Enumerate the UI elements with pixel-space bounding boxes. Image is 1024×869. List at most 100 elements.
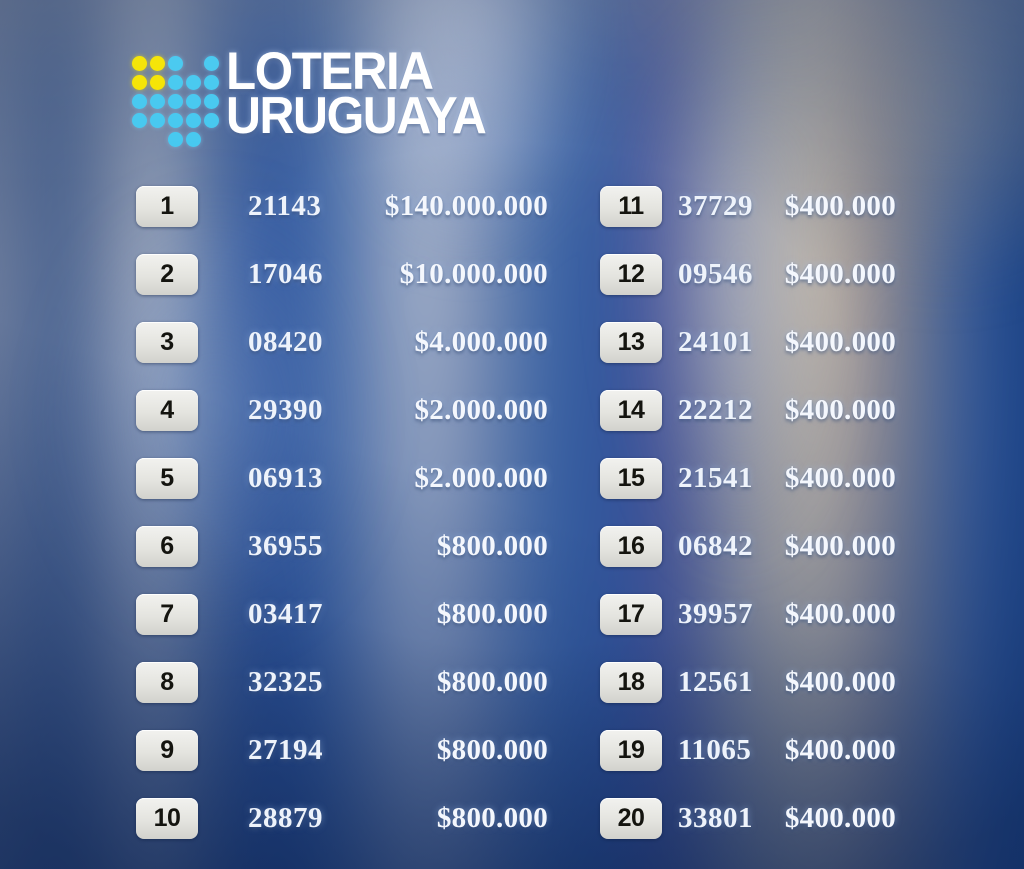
ticket-number: 17046 (248, 257, 323, 290)
prize-amount: $400.000 (784, 733, 896, 766)
rank-badge: 11 (600, 185, 662, 227)
rank-badge: 5 (136, 457, 198, 499)
logo-dot-r5-c3-icon (167, 132, 183, 147)
rank-badge: 9 (136, 729, 198, 771)
ticket-number: 39957 (678, 597, 753, 630)
ticket-number: 28879 (248, 801, 323, 834)
ticket-number: 03417 (248, 597, 323, 630)
logo-dot-r2-c3-icon (167, 75, 183, 90)
prize-amount: $140.000.000 (384, 189, 548, 222)
result-row: 6 36955 $800.000 (136, 512, 548, 580)
result-row: 14 22212 $400.000 (600, 376, 896, 444)
rank-badge: 17 (600, 593, 662, 635)
logo-dot-r1-c5-icon (203, 56, 219, 71)
logo-dot-r3-c2-icon (149, 94, 165, 109)
logo-dot-r4-c1-icon (131, 113, 147, 128)
result-row: 1 21143 $140.000.000 (136, 172, 548, 240)
rank-badge: 3 (136, 321, 198, 363)
ticket-number: 06842 (678, 529, 753, 562)
results-column-left: 1 21143 $140.000.000 2 17046 $10.000.000 3 0842… (136, 172, 548, 852)
loteria-uruguaya-logo: LOTERIA URUGUAYA (130, 42, 505, 149)
prize-amount: $400.000 (784, 393, 896, 426)
ticket-number: 09546 (678, 257, 753, 290)
ticket-number: 36955 (248, 529, 323, 562)
result-row: 8 32325 $800.000 (136, 648, 548, 716)
result-row: 3 08420 $4.000.000 (136, 308, 548, 376)
prize-amount: $10.000.000 (399, 257, 548, 290)
rank-badge: 13 (600, 321, 662, 363)
result-row: 20 33801 $400.000 (600, 784, 896, 852)
logo-dot-r2-c1-icon (131, 75, 147, 90)
ticket-number: 32325 (248, 665, 323, 698)
rank-badge: 15 (600, 457, 662, 499)
prize-amount: $800.000 (436, 529, 548, 562)
ticket-number: 12561 (678, 665, 753, 698)
logo-dot-r2-c4-icon (185, 75, 201, 90)
rank-badge: 14 (600, 389, 662, 431)
result-row: 2 17046 $10.000.000 (136, 240, 548, 308)
ticket-number: 29390 (248, 393, 323, 426)
ticket-number: 27194 (248, 733, 323, 766)
prize-amount: $2.000.000 (414, 393, 548, 426)
ticket-number: 06913 (248, 461, 323, 494)
logo-dot-r3-c5-icon (203, 94, 219, 109)
logo-dot-r5-c1-icon (132, 132, 147, 147)
result-row: 12 09546 $400.000 (600, 240, 896, 308)
logo-dot-r3-c4-icon (185, 94, 201, 109)
ticket-number: 22212 (678, 393, 753, 426)
logo-dot-r1-c1-icon (131, 56, 147, 71)
ticket-number: 11065 (678, 733, 752, 766)
result-row: 11 37729 $400.000 (600, 172, 896, 240)
logo-dot-r3-c1-icon (131, 94, 147, 109)
logo-line-uruguaya: URUGUAYA (226, 87, 487, 146)
ticket-number: 21541 (678, 461, 753, 494)
rank-badge: 8 (136, 661, 198, 703)
prize-amount: $800.000 (436, 801, 548, 834)
prize-amount: $400.000 (784, 665, 896, 698)
logo-line-loteria: LOTERIA (226, 42, 434, 101)
prize-amount: $800.000 (436, 665, 548, 698)
ticket-number: 33801 (678, 801, 753, 834)
rank-badge: 2 (136, 253, 198, 295)
logo-dot-r4-c4-icon (185, 113, 201, 128)
logo-dot-r4-c2-icon (149, 113, 165, 128)
logo-dot-r4-c5-icon (203, 113, 219, 128)
result-row: 7 03417 $800.000 (136, 580, 548, 648)
prize-amount: $800.000 (436, 733, 548, 766)
result-row: 5 06913 $2.000.000 (136, 444, 548, 512)
rank-badge: 19 (600, 729, 662, 771)
ticket-number: 08420 (248, 325, 323, 358)
rank-badge: 6 (136, 525, 198, 567)
prize-amount: $2.000.000 (414, 461, 548, 494)
prize-amount: $400.000 (784, 189, 896, 222)
prize-amount: $800.000 (436, 597, 548, 630)
prize-amount: $400.000 (784, 801, 896, 834)
logo-dot-r2-c5-icon (203, 75, 219, 90)
logo-dot-r5-c5-icon (204, 132, 219, 147)
rank-badge: 12 (600, 253, 662, 295)
result-row: 17 39957 $400.000 (600, 580, 896, 648)
result-row: 10 28879 $800.000 (136, 784, 548, 852)
ticket-number: 24101 (678, 325, 753, 358)
rank-badge: 1 (136, 185, 198, 227)
logo-dot-r4-c3-icon (167, 113, 183, 128)
rank-badge: 10 (136, 797, 198, 839)
result-row: 4 29390 $2.000.000 (136, 376, 548, 444)
rank-badge: 16 (600, 525, 662, 567)
logo-wordmark: LOTERIA URUGUAYA (226, 42, 505, 146)
logo-dot-r1-c4-icon (186, 56, 201, 71)
rank-badge: 18 (600, 661, 662, 703)
rank-badge: 4 (136, 389, 198, 431)
logo-dot-r2-c2-icon (149, 75, 165, 90)
rank-badge: 20 (600, 797, 662, 839)
result-row: 19 11065 $400.000 (600, 716, 896, 784)
logo-dot-r1-c3-icon (167, 56, 183, 71)
logo-dot-r1-c2-icon (149, 56, 165, 71)
logo-dot-matrix-icon (130, 54, 222, 149)
logo-dot-r5-c4-icon (185, 132, 201, 147)
prize-amount: $400.000 (784, 597, 896, 630)
result-row: 16 06842 $400.000 (600, 512, 896, 580)
rank-badge: 7 (136, 593, 198, 635)
ticket-number: 37729 (678, 189, 753, 222)
